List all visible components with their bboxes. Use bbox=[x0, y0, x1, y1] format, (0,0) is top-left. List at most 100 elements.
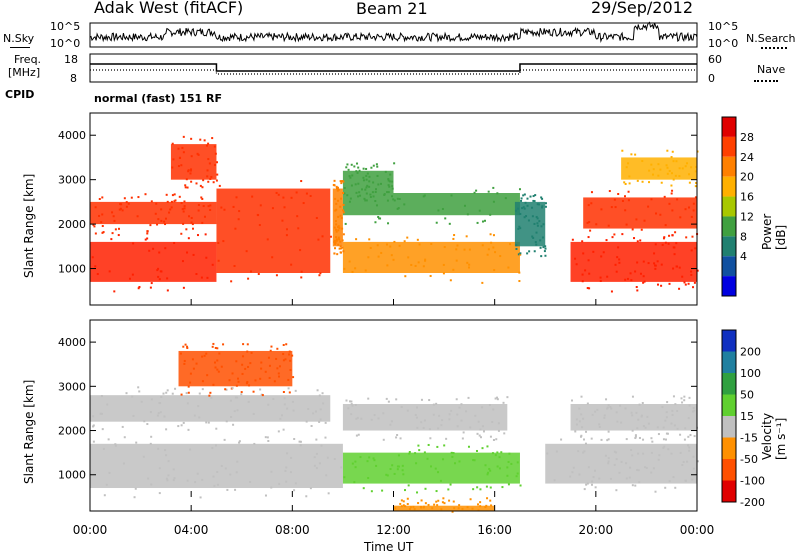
velocity-speckle bbox=[282, 359, 285, 362]
velocity-speckle bbox=[610, 407, 613, 410]
power-speckle bbox=[171, 142, 174, 145]
velocity-colorbar-swatch bbox=[722, 459, 736, 481]
velocity-speckle bbox=[249, 362, 252, 365]
power-speckle bbox=[340, 182, 343, 185]
power-speckle bbox=[199, 138, 202, 141]
velocity-speckle bbox=[147, 477, 150, 480]
power-speckle bbox=[187, 237, 190, 240]
velocity-speckle bbox=[214, 444, 217, 447]
velocity-speckle bbox=[105, 483, 108, 486]
power-speckle bbox=[375, 204, 378, 207]
power-speckle bbox=[336, 253, 339, 256]
power-speckle bbox=[171, 166, 174, 169]
power-speckle bbox=[531, 206, 534, 209]
power-speckle bbox=[466, 213, 469, 216]
velocity-speckle bbox=[252, 390, 255, 393]
power-speckle bbox=[519, 252, 522, 255]
power-speckle bbox=[275, 191, 278, 194]
power-speckle bbox=[196, 234, 199, 237]
power-speckle bbox=[533, 250, 536, 253]
power-speckle bbox=[334, 243, 337, 246]
velocity-speckle bbox=[228, 379, 231, 382]
power-speckle bbox=[665, 164, 668, 167]
velocity-speckle bbox=[578, 473, 581, 476]
power-speckle bbox=[650, 198, 653, 201]
velocity-speckle bbox=[414, 452, 417, 455]
power-speckle bbox=[673, 246, 676, 249]
power-speckle bbox=[144, 193, 147, 196]
power-speckle bbox=[668, 282, 671, 285]
velocity-speckle bbox=[646, 415, 649, 418]
power-speckle bbox=[349, 197, 352, 200]
velocity-speckle bbox=[471, 507, 474, 510]
power-speckle bbox=[423, 194, 426, 197]
velocity-speckle bbox=[478, 434, 481, 437]
power-speckle bbox=[670, 192, 673, 195]
velocity-speckle bbox=[607, 430, 610, 433]
power-speckle bbox=[443, 246, 446, 249]
velocity-speckle bbox=[507, 483, 510, 486]
velocity-speckle bbox=[186, 347, 189, 350]
power-speckle bbox=[666, 172, 669, 175]
power-speckle bbox=[355, 238, 358, 241]
velocity-speckle bbox=[312, 412, 315, 415]
velocity-speckle bbox=[180, 393, 183, 396]
velocity-speckle bbox=[354, 466, 357, 469]
velocity-speckle bbox=[140, 400, 143, 403]
velocity-speckle bbox=[277, 430, 280, 433]
velocity-speckle bbox=[157, 447, 160, 450]
power-speckle bbox=[389, 173, 392, 176]
velocity-speckle bbox=[150, 398, 153, 401]
velocity-speckle bbox=[183, 362, 186, 365]
velocity-speckle bbox=[671, 409, 674, 412]
power-speckle bbox=[630, 153, 633, 156]
power-speckle bbox=[694, 170, 697, 173]
velocity-speckle bbox=[137, 386, 140, 389]
velocity-speckle bbox=[165, 454, 168, 457]
velocity-speckle bbox=[355, 434, 358, 437]
power-speckle bbox=[406, 236, 409, 239]
power-speckle bbox=[207, 205, 210, 208]
velocity-speckle bbox=[238, 441, 241, 444]
power-speckle bbox=[630, 279, 633, 282]
power-speckle bbox=[168, 211, 171, 214]
power-speckle bbox=[358, 191, 361, 194]
velocity-speckle bbox=[476, 486, 479, 489]
velocity-speckle bbox=[489, 469, 492, 472]
velocity-speckle bbox=[420, 499, 423, 502]
power-speckle bbox=[617, 193, 620, 196]
power-speckle bbox=[100, 221, 103, 224]
velocity-speckle bbox=[106, 403, 109, 406]
power-speckle bbox=[295, 191, 298, 194]
power-speckle bbox=[486, 253, 489, 256]
velocity-speckle bbox=[594, 410, 597, 413]
power-speckle bbox=[678, 175, 681, 178]
power-speckle bbox=[492, 234, 495, 237]
power-speckle bbox=[544, 245, 547, 248]
velocity-speckle bbox=[259, 388, 262, 391]
power-speckle bbox=[625, 223, 628, 226]
velocity-speckle bbox=[481, 406, 484, 409]
power-speckle bbox=[342, 211, 345, 214]
power-speckle bbox=[182, 286, 185, 289]
power-speckle bbox=[190, 180, 193, 183]
velocity-speckle bbox=[314, 410, 317, 413]
velocity-speckle bbox=[276, 347, 279, 350]
velocity-speckle bbox=[166, 389, 169, 392]
power-speckle bbox=[664, 224, 667, 227]
velocity-speckle bbox=[455, 398, 458, 401]
velocity-speckle bbox=[133, 496, 136, 499]
velocity-speckle bbox=[488, 467, 491, 470]
velocity-speckle bbox=[270, 486, 273, 489]
power-speckle bbox=[379, 182, 382, 185]
velocity-speckle bbox=[662, 446, 665, 449]
power-speckle bbox=[494, 251, 497, 254]
velocity-speckle bbox=[637, 418, 640, 421]
nsky-label: N.Sky bbox=[3, 32, 35, 45]
power-speckle bbox=[634, 153, 637, 156]
velocity-region bbox=[342, 404, 508, 431]
power-speckle bbox=[695, 181, 698, 184]
velocity-speckle bbox=[687, 417, 690, 420]
power-region bbox=[170, 144, 217, 180]
velocity-speckle bbox=[688, 449, 691, 452]
